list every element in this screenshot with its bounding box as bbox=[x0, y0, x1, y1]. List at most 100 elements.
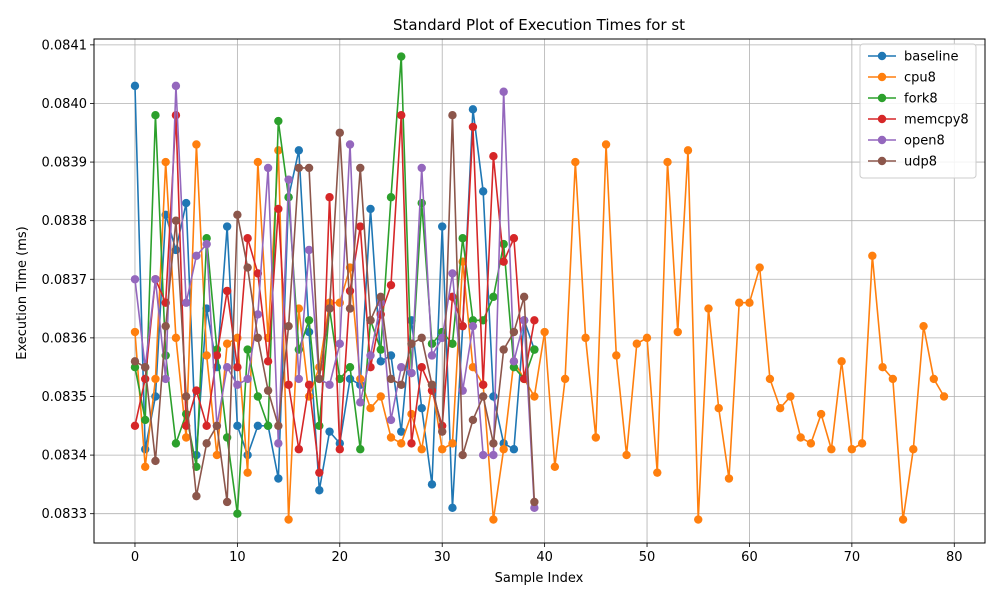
x-tick-label: 0 bbox=[131, 550, 139, 565]
data-point-baseline bbox=[325, 427, 334, 436]
x-tick-label: 80 bbox=[946, 550, 963, 565]
data-point-cpu8 bbox=[171, 333, 181, 343]
data-point-cpu8 bbox=[438, 445, 447, 454]
data-point-baseline bbox=[181, 198, 191, 208]
data-point-cpu8 bbox=[243, 468, 252, 477]
data-point-cpu8 bbox=[612, 351, 621, 360]
data-point-cpu8 bbox=[581, 333, 590, 343]
legend-label: baseline bbox=[904, 50, 958, 65]
data-point-memcpy8 bbox=[202, 421, 211, 430]
data-point-udp8 bbox=[478, 392, 488, 401]
data-point-cpu8 bbox=[745, 298, 754, 307]
data-point-cpu8 bbox=[929, 374, 938, 384]
data-point-baseline bbox=[397, 427, 406, 436]
data-point-cpu8 bbox=[796, 433, 805, 442]
data-point-cpu8 bbox=[878, 362, 887, 372]
data-point-cpu8 bbox=[550, 462, 560, 472]
data-point-cpu8 bbox=[468, 362, 478, 372]
y-tick-label: 0.0835 bbox=[42, 390, 88, 405]
data-point-cpu8 bbox=[724, 474, 734, 483]
data-point-open8 bbox=[335, 339, 344, 348]
data-point-baseline bbox=[438, 222, 447, 231]
data-point-cpu8 bbox=[939, 392, 949, 401]
data-point-udp8 bbox=[212, 421, 222, 430]
data-point-baseline bbox=[376, 357, 385, 366]
data-point-memcpy8 bbox=[407, 439, 416, 448]
data-point-baseline bbox=[233, 421, 242, 430]
data-point-cpu8 bbox=[806, 439, 816, 448]
y-tick-label: 0.0833 bbox=[42, 507, 88, 522]
data-point-memcpy8 bbox=[243, 234, 252, 243]
data-point-open8 bbox=[478, 450, 488, 460]
data-point-open8 bbox=[509, 357, 519, 366]
data-point-open8 bbox=[489, 450, 498, 460]
legend: baseline cpu8 fork8 memcpy8 open8 udp8 bbox=[859, 43, 977, 179]
y-tick-label: 0.0838 bbox=[42, 214, 88, 229]
data-point-fork8 bbox=[233, 509, 242, 518]
data-point-memcpy8 bbox=[130, 421, 140, 430]
data-point-fork8 bbox=[530, 345, 539, 354]
data-point-udp8 bbox=[243, 263, 252, 272]
data-point-memcpy8 bbox=[263, 357, 273, 366]
data-point-fork8 bbox=[243, 345, 252, 354]
legend-item-baseline: baseline bbox=[868, 50, 958, 65]
data-point-fork8 bbox=[151, 110, 160, 120]
data-point-baseline bbox=[417, 404, 426, 413]
data-point-udp8 bbox=[509, 327, 519, 337]
data-point-udp8 bbox=[151, 456, 160, 466]
data-point-fork8 bbox=[130, 362, 140, 372]
y-tick-label: 0.0839 bbox=[42, 156, 88, 171]
data-point-cpu8 bbox=[130, 327, 140, 337]
y-tick-label: 0.0840 bbox=[42, 97, 88, 112]
data-point-udp8 bbox=[335, 128, 344, 137]
data-point-udp8 bbox=[315, 374, 324, 384]
legend-marker bbox=[877, 72, 887, 82]
x-tick-label: 50 bbox=[639, 550, 656, 565]
data-point-udp8 bbox=[171, 216, 181, 225]
x-tick-label: 40 bbox=[536, 550, 553, 565]
data-point-cpu8 bbox=[192, 140, 201, 149]
legend-item-fork8: fork8 bbox=[868, 92, 938, 107]
plot-frame bbox=[93, 38, 986, 544]
x-tick-label: 70 bbox=[844, 550, 861, 565]
data-point-memcpy8 bbox=[222, 286, 232, 296]
data-point-memcpy8 bbox=[212, 351, 222, 360]
data-point-open8 bbox=[171, 81, 181, 91]
data-point-memcpy8 bbox=[192, 386, 201, 395]
data-point-fork8 bbox=[253, 392, 263, 401]
data-point-open8 bbox=[222, 362, 232, 372]
data-point-cpu8 bbox=[642, 333, 652, 343]
data-point-baseline bbox=[345, 374, 355, 384]
data-point-udp8 bbox=[325, 304, 334, 313]
data-point-baseline bbox=[294, 146, 304, 155]
data-point-udp8 bbox=[397, 380, 406, 389]
data-point-fork8 bbox=[274, 116, 283, 126]
data-point-memcpy8 bbox=[304, 380, 314, 389]
chart-title: Standard Plot of Execution Times for st bbox=[393, 16, 685, 34]
data-point-fork8 bbox=[438, 327, 447, 337]
data-point-open8 bbox=[181, 298, 191, 307]
data-point-fork8 bbox=[397, 52, 406, 61]
data-point-open8 bbox=[356, 398, 365, 407]
data-point-fork8 bbox=[386, 193, 396, 202]
data-point-udp8 bbox=[161, 321, 170, 331]
data-point-memcpy8 bbox=[519, 374, 529, 384]
data-point-cpu8 bbox=[366, 404, 375, 413]
data-point-memcpy8 bbox=[397, 110, 406, 120]
data-point-memcpy8 bbox=[489, 152, 498, 161]
series-line-udp8 bbox=[134, 115, 536, 503]
data-point-udp8 bbox=[141, 362, 150, 372]
data-point-open8 bbox=[468, 321, 478, 331]
data-point-memcpy8 bbox=[315, 468, 324, 477]
data-point-cpu8 bbox=[704, 304, 713, 313]
data-point-baseline bbox=[427, 480, 437, 489]
data-point-baseline bbox=[468, 105, 478, 114]
data-point-open8 bbox=[530, 503, 539, 513]
data-point-memcpy8 bbox=[530, 316, 539, 325]
data-point-cpu8 bbox=[622, 450, 631, 460]
data-point-fork8 bbox=[376, 345, 385, 354]
data-point-cpu8 bbox=[591, 433, 601, 442]
data-point-udp8 bbox=[499, 345, 508, 354]
data-point-open8 bbox=[202, 239, 211, 249]
data-point-open8 bbox=[130, 275, 140, 284]
